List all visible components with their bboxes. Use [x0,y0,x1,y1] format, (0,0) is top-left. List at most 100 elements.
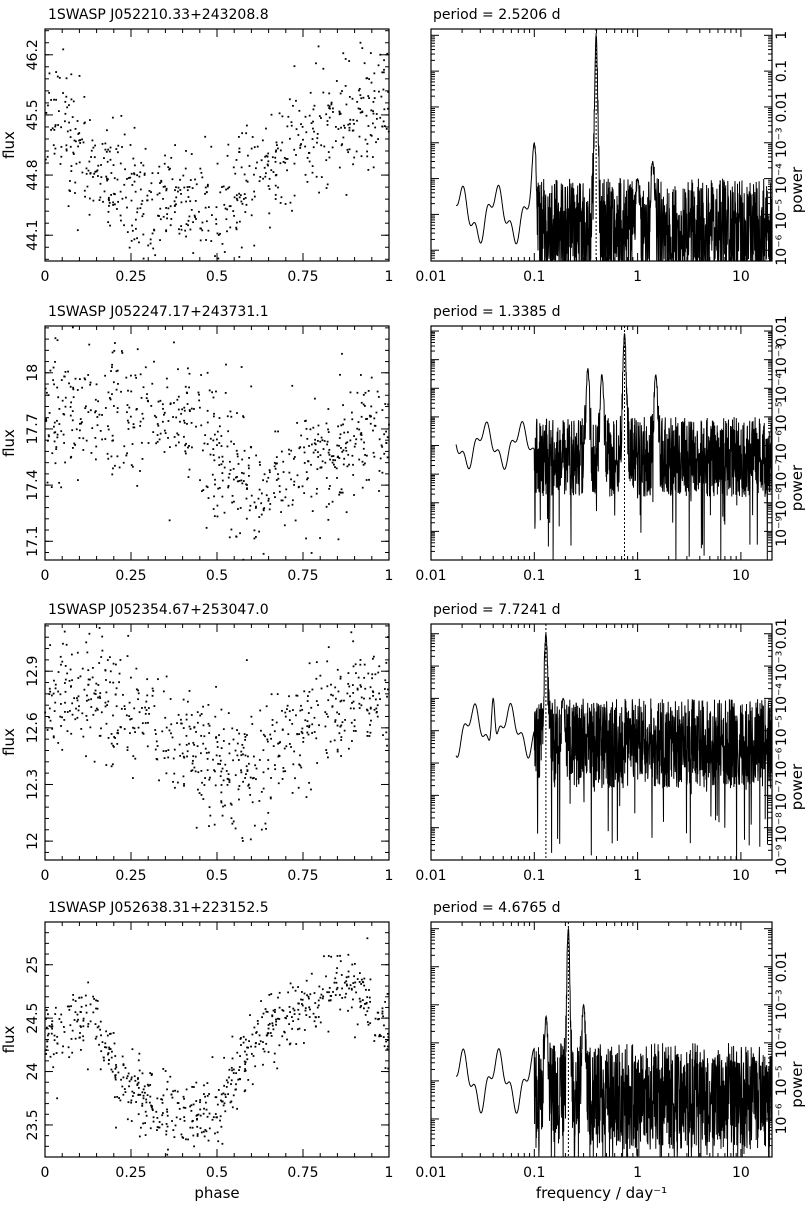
data-point [371,677,374,680]
data-point [90,156,92,158]
data-point [275,721,278,724]
data-point [291,1027,294,1030]
data-point [145,700,148,703]
data-point [283,1030,286,1033]
data-point [308,1006,311,1009]
data-point [233,443,235,445]
data-point [346,465,349,468]
data-point [326,440,329,443]
y-tick-label: 10⁻⁵ [774,199,790,230]
data-point [385,661,388,664]
data-point [62,48,65,51]
data-point [206,409,209,412]
data-point [49,644,52,647]
data-point [347,123,350,126]
panel-1: 1SWASP J052210.33+243208.80 0.25 0.5 0.75 14… [0,7,393,285]
data-point [70,732,73,735]
data-point [216,162,219,165]
data-point [126,231,129,233]
data-point [64,710,66,713]
x-tick-label: 1 [633,269,642,285]
data-point [336,986,339,989]
data-point [85,172,88,175]
x-tick-label: 0.25 [115,269,146,285]
data-point [61,660,64,663]
data-point [306,700,309,702]
y-axis-label: flux [0,1025,18,1053]
data-point [126,404,129,406]
data-point [68,121,70,124]
data-point [296,1028,299,1031]
data-point [66,106,69,109]
data-point [362,447,365,450]
data-point [71,419,74,422]
data-point [89,381,92,384]
panel-title: 1SWASP J052210.33+243208.8 [48,7,269,23]
data-point [69,180,71,182]
data-point [278,485,281,487]
data-point [147,442,150,444]
data-point [319,1021,322,1024]
data-point [314,1025,317,1028]
data-point [93,692,96,695]
y-tick-label: 10⁻⁹ [774,844,790,875]
data-point [185,235,187,238]
data-point [355,438,358,441]
data-point [238,798,240,801]
data-point [85,405,87,408]
data-point [216,504,219,507]
data-point [101,438,104,441]
data-point [291,986,294,989]
data-point [232,467,235,470]
data-point [385,442,388,444]
y-tick-label: 10⁻⁴ [774,372,790,403]
data-point [172,1129,175,1131]
data-point [115,663,117,666]
x-tick-label: 0.01 [415,269,446,285]
data-point [165,726,168,729]
data-point [145,1098,148,1101]
data-point [64,701,66,704]
data-point [287,115,290,118]
data-point [92,666,94,669]
data-point [300,123,302,126]
data-point [59,655,62,658]
data-point [244,777,246,779]
data-point [243,173,246,176]
data-point [294,519,297,522]
data-point [379,698,381,701]
data-point [349,695,351,698]
data-point [286,125,289,128]
data-point [286,704,289,707]
data-point [75,707,77,710]
data-point [65,95,68,98]
data-point [130,1101,133,1104]
data-point [275,1020,278,1023]
data-point [95,383,98,386]
data-point [89,172,92,175]
data-point [69,709,71,712]
data-point [225,188,227,191]
data-point [123,1088,126,1090]
data-point [126,419,129,422]
data-point [230,1079,233,1082]
data-point [115,705,118,708]
data-point [151,1073,153,1075]
data-point [374,126,377,129]
data-point [186,750,189,753]
data-point [191,446,193,449]
y-tick-label: 0.01 [774,951,790,982]
data-point [99,697,102,699]
data-point [68,679,71,682]
data-point [167,1148,169,1151]
data-point [308,726,311,729]
data-point [196,721,199,724]
data-point [208,1127,211,1130]
data-point [266,1034,269,1036]
data-point [290,746,292,748]
data-point [281,729,284,731]
data-point [50,1025,53,1028]
data-point [260,492,263,495]
data-point [289,137,291,140]
data-point [69,136,72,138]
